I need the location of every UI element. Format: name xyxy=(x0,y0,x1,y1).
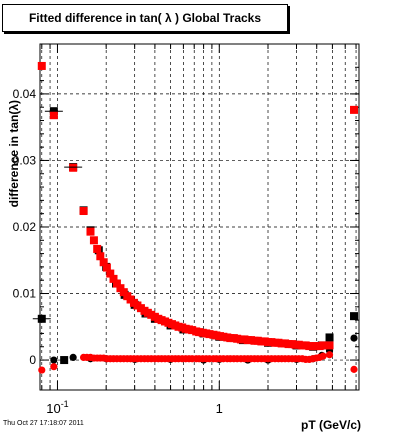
data-point-square xyxy=(37,61,46,70)
x-tick-label: 10-1 xyxy=(46,399,68,416)
timestamp: Thu Oct 27 17:18:07 2011 xyxy=(3,420,84,427)
data-point-square xyxy=(325,341,334,350)
data-point-square xyxy=(93,244,102,253)
data-point-square xyxy=(69,163,78,172)
y-tick-label: 0 xyxy=(29,353,36,367)
data-point-circle xyxy=(319,352,327,360)
data-point-square xyxy=(109,274,118,283)
data-point-circle xyxy=(325,351,334,359)
data-point-square xyxy=(86,227,95,236)
data-point-square xyxy=(188,326,197,335)
data-point-square xyxy=(325,333,334,342)
data-point-square xyxy=(112,279,121,288)
data-point-square xyxy=(89,236,98,245)
data-marks xyxy=(32,61,359,374)
data-point-square xyxy=(350,105,359,114)
axis-ticks xyxy=(40,44,359,390)
tick-labels: 0 0.01 0.02 0.03 0.04 10-1 1 xyxy=(13,87,223,416)
x-tick-label: 1 xyxy=(216,401,223,416)
chart-title: Fitted difference in tan( λ ) Global Tra… xyxy=(2,4,288,32)
grid-lines xyxy=(40,44,359,390)
y-tick-label: 0.01 xyxy=(13,287,37,301)
data-point-circle xyxy=(38,366,46,374)
y-tick-label: 0.02 xyxy=(13,220,37,234)
y-tick-label: 0.03 xyxy=(13,153,37,167)
data-point-circle xyxy=(50,356,58,364)
data-point-square xyxy=(319,341,328,350)
y-axis-label: difference in tan(λ) xyxy=(7,100,21,207)
data-point-circle xyxy=(50,363,58,371)
data-point-square xyxy=(49,111,58,120)
y-tick-label: 0.04 xyxy=(13,87,37,101)
data-point-circle xyxy=(350,334,358,342)
data-point-circle xyxy=(69,353,77,361)
data-point-square xyxy=(99,258,108,267)
x-axis-label: pT (GeV/c) xyxy=(301,418,361,432)
data-point-square xyxy=(102,263,111,272)
data-point-square xyxy=(96,252,105,261)
data-point-circle xyxy=(350,365,358,373)
data-point-square xyxy=(350,312,359,321)
data-point-square xyxy=(60,356,69,365)
data-point-square xyxy=(106,269,115,278)
plot-frame xyxy=(39,43,360,391)
data-point-square xyxy=(79,207,88,216)
